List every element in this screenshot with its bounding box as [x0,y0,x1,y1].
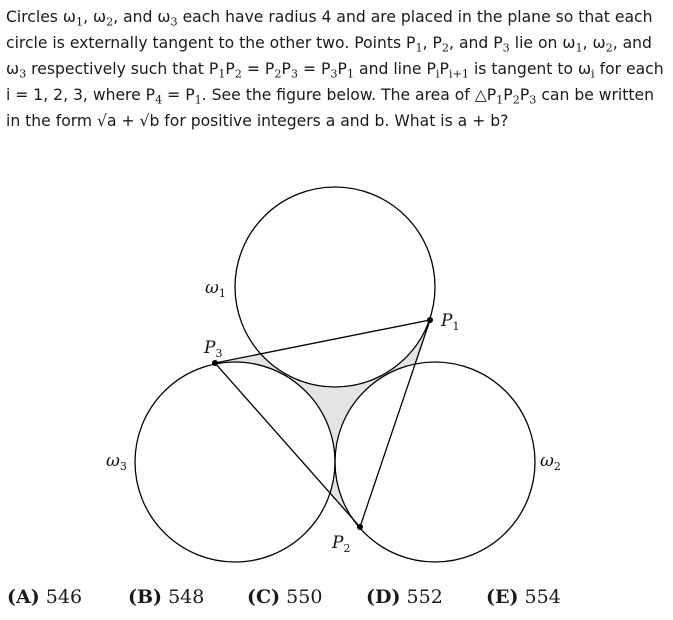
subscript: 1 [415,41,423,55]
problem-text: = P [162,86,195,104]
problem-text: P [439,60,449,78]
subscript: 2 [441,41,450,55]
problem-text: P [225,60,235,78]
subscript: 1 [218,67,226,81]
problem-text: respectively such that P [26,60,219,78]
subscript: 1 [194,93,202,107]
point-P1 [427,317,433,323]
subscript: 1 [496,93,504,107]
choice-d[interactable]: (D) 552 [366,586,443,608]
problem-text: can be written in the form √a + √b for p… [6,86,654,130]
problem-text: is tangent to ω [469,60,592,78]
label-P2: P2 [331,533,350,555]
choice-c-value: 550 [286,586,323,608]
choice-c-label: (C) [247,586,281,608]
subscript: i [435,67,440,81]
geometry-figure: ω1 ω2 ω3 P1 P2 P3 [0,180,673,570]
subscript: 4 [155,93,163,107]
figure-canvas: ω1 ω2 ω3 P1 P2 P3 [106,186,561,563]
choice-c[interactable]: (C) 550 [247,586,322,608]
problem-text: lie on ω [509,34,576,52]
circles [134,186,536,563]
shaded-region [215,320,430,527]
label-P2-sub: 2 [343,542,350,555]
subscript: i+1 [448,67,469,81]
problem-text: . See the figure below. The area of △P [201,86,497,104]
subscript: 2 [605,41,613,55]
subscript: 2 [106,15,114,29]
label-omega2-sub: 2 [554,460,561,473]
answer-choices: (A) 546 (B) 548 (C) 550 (D) 552 (E) 554 [7,586,667,614]
point-P3 [212,360,218,366]
subscript: i [591,67,595,81]
choice-d-value: 552 [406,586,443,608]
choice-e-value: 554 [524,586,561,608]
problem-text: , ω [83,8,107,26]
circle-omega1 [234,186,436,388]
problem-statement: Circles ω1, ω2, and ω3 each have radius … [6,4,668,134]
problem-text: , and ω [6,34,652,78]
problem-text: for each i = 1, 2, 3, where P [6,60,664,104]
label-omega2: ω2 [540,451,561,473]
choice-a-value: 546 [45,586,83,608]
label-P1: P1 [440,311,459,333]
problem-text: P [519,86,530,104]
problem-text: , ω [582,34,606,52]
problem-text: P [503,86,513,104]
problem-text: P [281,60,291,78]
choice-d-label: (D) [366,586,401,608]
label-P1-sub: 1 [452,320,459,333]
point-P2 [357,524,363,530]
problem-text: and line P [354,60,436,78]
problem-text: , P [422,34,442,52]
label-omega3-sub: 3 [120,460,127,473]
problem-text: = P [241,60,275,78]
label-P3: P3 [203,338,222,360]
problem-text: , and ω [113,8,171,26]
subscript: 3 [529,93,537,107]
subscript: 3 [330,67,338,81]
subscript: 3 [502,41,510,55]
subscript: 1 [75,15,84,29]
choice-a-label: (A) [7,586,40,608]
problem-text: , and P [449,34,503,52]
choice-b-label: (B) [128,586,163,608]
choice-a[interactable]: (A) 546 [7,586,82,608]
choice-b[interactable]: (B) 548 [128,586,204,608]
choice-e-label: (E) [486,586,519,608]
subscript: 1 [575,41,583,55]
subscript: 3 [19,67,27,81]
shaded-triangle-area [215,320,430,527]
choice-b-value: 548 [168,586,205,608]
problem-text: = P [298,60,331,78]
subscript: 1 [346,67,355,81]
circle-omega3 [134,361,336,563]
label-omega1: ω1 [205,278,226,300]
problem-text: Circles ω [6,8,76,26]
problem-text: P [337,60,347,78]
triangle-P1P2P3 [213,319,431,529]
subscript: 2 [512,93,520,107]
choice-e[interactable]: (E) 554 [486,586,561,608]
label-P3-sub: 3 [215,347,222,360]
subscript: 3 [170,15,178,29]
problem-text: each have radius 4 and are placed in the… [6,8,653,52]
subscript: 3 [290,67,299,81]
label-omega3: ω3 [106,451,127,473]
label-omega1-sub: 1 [219,287,226,300]
subscript: 2 [274,67,282,81]
subscript: 2 [234,67,242,81]
